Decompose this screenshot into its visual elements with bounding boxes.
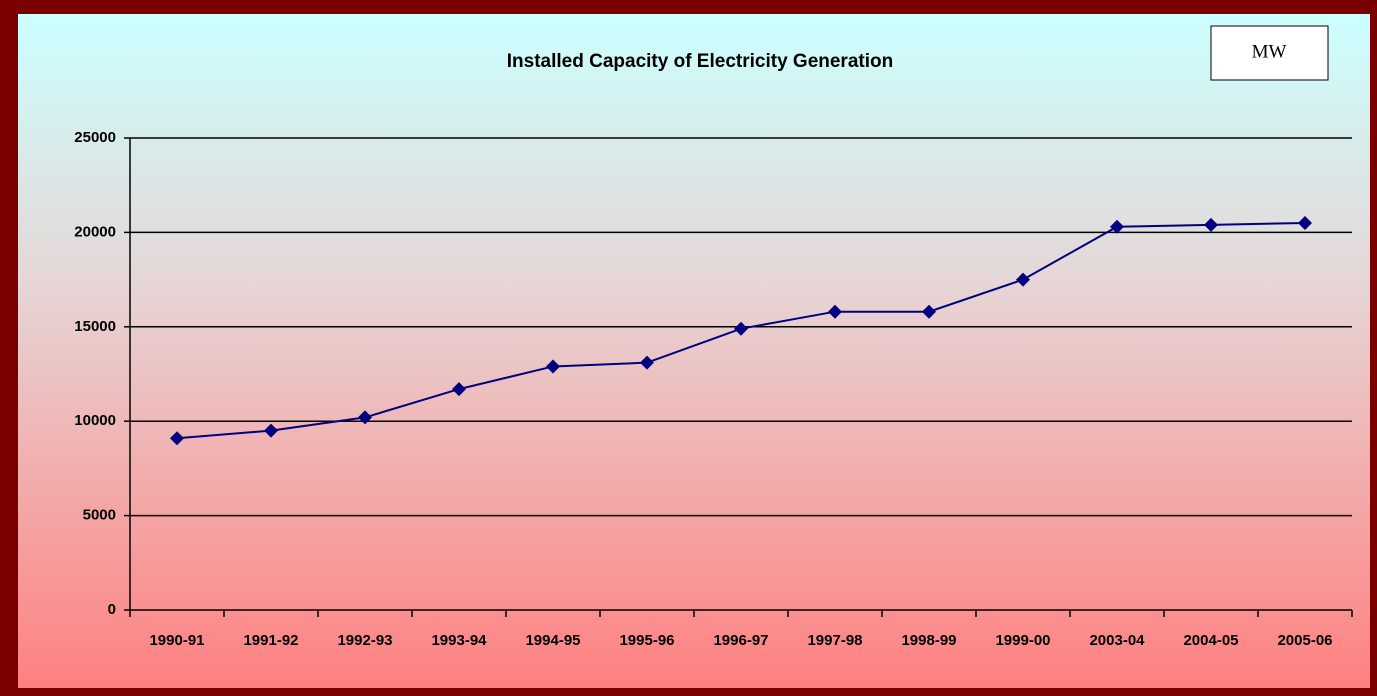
x-tick-label: 1998-99 [901,632,956,649]
x-tick-label: 1990-91 [149,632,204,649]
data-point [1298,215,1312,230]
y-tick-label: 10000 [74,412,116,429]
data-point [546,359,560,374]
x-tick-label: 1999-00 [995,632,1050,649]
data-point [264,423,278,438]
chart-title: Installed Capacity of Electricity Genera… [507,51,893,72]
x-tick-label: 1992-93 [337,632,392,649]
y-tick-label: 20000 [74,223,116,240]
x-tick-label: 1997-98 [807,632,862,649]
y-tick-label: 15000 [74,318,116,335]
data-point [452,382,466,397]
y-tick-label: 0 [108,601,116,618]
x-tick-label: 1994-95 [525,632,580,649]
data-point [640,355,654,370]
data-point [1110,219,1124,234]
x-tick-label: 1996-97 [713,632,768,649]
data-point [828,304,842,319]
data-point [922,304,936,319]
unit-label: MW [1252,41,1287,62]
data-point [1204,217,1218,232]
chart-area [18,14,1370,688]
x-tick-label: 2003-04 [1089,632,1145,649]
unit-box [1210,25,1329,81]
data-point [734,321,748,336]
x-tick-label: 1995-96 [619,632,674,649]
data-point [170,431,184,446]
y-tick-label: 5000 [83,507,116,524]
y-tick-label: 25000 [74,129,116,146]
data-point [358,410,372,425]
data-point [1016,272,1030,287]
x-tick-label: 2005-06 [1277,632,1332,649]
x-tick-label: 1993-94 [431,632,487,649]
x-tick-label: 2004-05 [1183,632,1238,649]
x-tick-label: 1991-92 [243,632,298,649]
